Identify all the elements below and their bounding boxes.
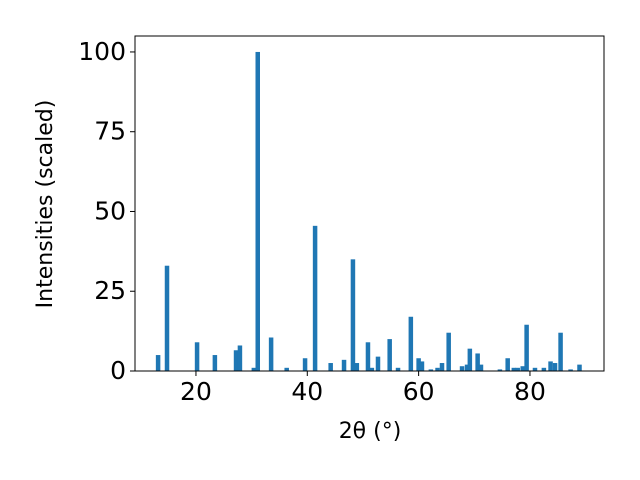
bar	[520, 366, 525, 371]
bar	[552, 363, 558, 371]
bar	[459, 366, 465, 371]
y-tick-label: 50	[94, 196, 126, 225]
x-tick-label: 80	[514, 377, 546, 406]
bar	[435, 367, 440, 371]
bar	[515, 367, 520, 371]
bar	[341, 359, 347, 371]
bar	[568, 369, 573, 371]
bar	[416, 358, 421, 371]
bar	[419, 361, 425, 371]
bar	[212, 355, 218, 371]
bar	[387, 339, 392, 371]
bar	[237, 345, 243, 371]
bar	[532, 367, 538, 371]
bar	[284, 367, 289, 371]
x-tick-label: 20	[180, 377, 212, 406]
x-axis-label: 2θ (°)	[339, 419, 402, 444]
bar	[365, 342, 371, 371]
bar	[233, 350, 239, 371]
y-tick-label: 0	[110, 356, 126, 385]
y-tick-label: 25	[94, 276, 126, 305]
bar	[475, 353, 480, 371]
bar	[268, 337, 274, 371]
x-tick-label: 60	[403, 377, 435, 406]
bar	[408, 316, 414, 371]
bar	[375, 356, 381, 371]
plot-frame	[134, 35, 605, 372]
y-axis-label: Intensities (scaled)	[33, 100, 58, 309]
bar	[548, 361, 553, 371]
bar	[369, 367, 375, 371]
bar	[251, 367, 257, 371]
bar	[497, 369, 503, 371]
bar	[302, 358, 308, 371]
bar	[541, 367, 547, 371]
y-tick-label: 100	[78, 37, 126, 66]
y-tick-label: 75	[94, 117, 126, 146]
bar	[164, 265, 170, 371]
bar	[467, 348, 473, 371]
bar	[577, 364, 582, 371]
bar	[464, 364, 470, 371]
bar	[428, 369, 434, 371]
x-tick-label: 40	[291, 377, 323, 406]
bar	[350, 259, 356, 371]
bar	[505, 358, 510, 371]
bar	[155, 355, 161, 371]
bar	[478, 364, 484, 371]
bar	[524, 324, 529, 371]
bar	[558, 332, 563, 371]
bar	[446, 332, 451, 371]
bar	[511, 367, 517, 371]
bar	[255, 51, 260, 371]
bar	[354, 363, 360, 371]
bar	[312, 225, 318, 371]
bar	[194, 342, 200, 371]
bar	[395, 367, 401, 371]
bar	[439, 363, 445, 371]
bar	[328, 363, 333, 371]
